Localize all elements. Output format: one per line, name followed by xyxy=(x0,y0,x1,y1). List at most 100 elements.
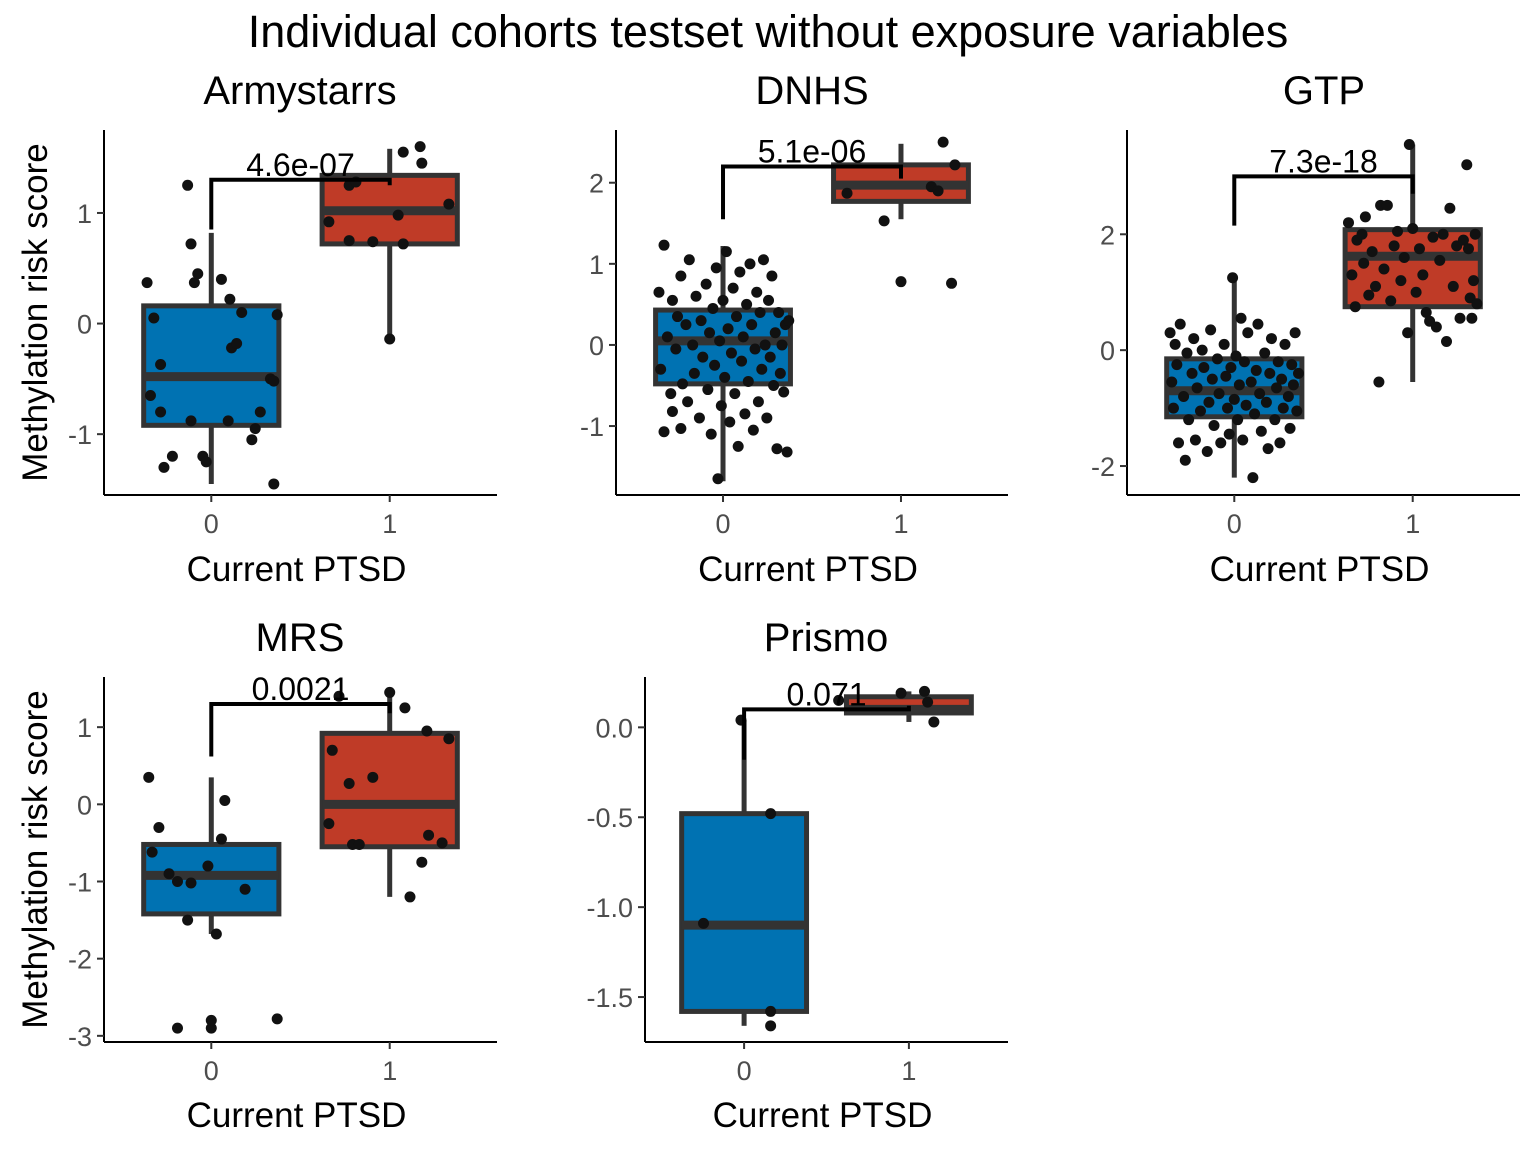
data-point xyxy=(1169,338,1181,350)
data-point xyxy=(271,309,283,321)
data-point xyxy=(163,868,175,880)
data-point xyxy=(1201,446,1213,458)
data-point xyxy=(1250,364,1262,376)
data-point xyxy=(1284,422,1296,434)
data-point xyxy=(443,198,455,210)
data-point xyxy=(756,363,768,375)
data-point xyxy=(222,415,234,427)
data-point xyxy=(1247,472,1259,484)
data-point xyxy=(1269,414,1281,426)
data-point xyxy=(683,254,695,266)
data-point xyxy=(1206,373,1218,385)
data-point xyxy=(765,808,777,820)
data-point xyxy=(1188,333,1200,345)
data-point xyxy=(729,388,741,400)
data-point xyxy=(949,159,961,171)
data-point xyxy=(1262,443,1274,455)
data-point xyxy=(774,367,786,379)
data-point xyxy=(698,917,710,929)
y-tick-label: -1 xyxy=(68,867,92,897)
data-point xyxy=(741,298,753,310)
data-point xyxy=(416,157,428,169)
data-point xyxy=(268,478,280,490)
panel-mrs: -3 -2 -1 0 1 0 1 MRS Current PTSD Methylation ris… xyxy=(16,616,497,1135)
data-point xyxy=(697,351,709,363)
data-point xyxy=(1254,388,1266,400)
data-point xyxy=(399,702,411,714)
data-point xyxy=(665,388,677,400)
data-point xyxy=(343,777,355,789)
data-point xyxy=(764,351,776,363)
data-point xyxy=(878,215,890,227)
data-point xyxy=(765,1020,777,1032)
panel-armystarrs: -1 0 1 0 1 Armystarrs Current PTSD Methylation … xyxy=(16,69,497,589)
data-point xyxy=(205,1014,217,1026)
data-point xyxy=(722,323,734,335)
y-tick-label: 1 xyxy=(77,713,92,743)
data-point xyxy=(1179,454,1191,466)
data-point xyxy=(215,273,227,285)
y-tick-label: 0.0 xyxy=(595,713,633,743)
data-point xyxy=(932,185,944,197)
data-point xyxy=(1282,391,1294,403)
data-point xyxy=(754,307,766,318)
data-point xyxy=(1240,399,1252,411)
data-point xyxy=(1198,362,1210,374)
data-point xyxy=(895,276,907,288)
panel-title: Armystarrs xyxy=(203,69,396,113)
data-point xyxy=(182,179,194,191)
data-point xyxy=(171,875,183,887)
data-point xyxy=(1402,327,1414,339)
data-point xyxy=(185,415,197,427)
y-tick-label: 0 xyxy=(77,310,92,340)
data-point xyxy=(1228,393,1240,405)
data-point xyxy=(185,238,197,250)
data-point xyxy=(710,262,722,274)
data-point xyxy=(210,928,222,940)
data-point xyxy=(937,136,949,148)
data-point xyxy=(719,371,731,383)
data-point xyxy=(1259,347,1271,359)
data-point xyxy=(1249,408,1261,420)
data-point xyxy=(704,327,716,339)
data-point xyxy=(155,406,167,418)
data-point xyxy=(766,270,778,282)
y-tick-label: -2 xyxy=(68,945,92,975)
panel-title: Prismo xyxy=(764,616,888,660)
data-point xyxy=(268,375,280,387)
data-point xyxy=(687,339,699,351)
data-point xyxy=(690,290,702,302)
x-axis-title: Current PTSD xyxy=(187,550,407,589)
data-point xyxy=(144,389,156,401)
data-point xyxy=(1233,379,1245,391)
x-tick-label: 0 xyxy=(737,1056,752,1086)
data-point xyxy=(343,235,355,247)
data-point xyxy=(231,337,243,349)
y-tick-label: 0 xyxy=(1100,336,1115,366)
data-point xyxy=(1385,295,1397,307)
y-tick-label: 2 xyxy=(589,169,604,199)
data-point xyxy=(653,286,665,298)
data-point xyxy=(205,1022,217,1034)
data-point xyxy=(707,302,719,314)
data-point xyxy=(1215,437,1227,449)
data-point xyxy=(746,319,758,331)
data-point xyxy=(677,378,689,390)
data-point xyxy=(1286,359,1298,371)
data-point xyxy=(1471,298,1483,310)
data-point xyxy=(833,694,845,706)
data-point xyxy=(1358,257,1370,269)
data-point xyxy=(1225,362,1237,374)
data-point xyxy=(1255,425,1267,437)
data-point xyxy=(423,829,435,841)
data-point xyxy=(1437,228,1449,240)
data-point xyxy=(1238,356,1250,368)
data-point xyxy=(928,716,940,728)
data-point xyxy=(695,315,707,327)
x-tick-label: 1 xyxy=(382,509,397,539)
data-point xyxy=(1274,437,1286,449)
data-point xyxy=(1178,391,1190,403)
panel-title: DNHS xyxy=(755,69,868,113)
data-point xyxy=(895,687,907,699)
data-point xyxy=(751,286,763,298)
